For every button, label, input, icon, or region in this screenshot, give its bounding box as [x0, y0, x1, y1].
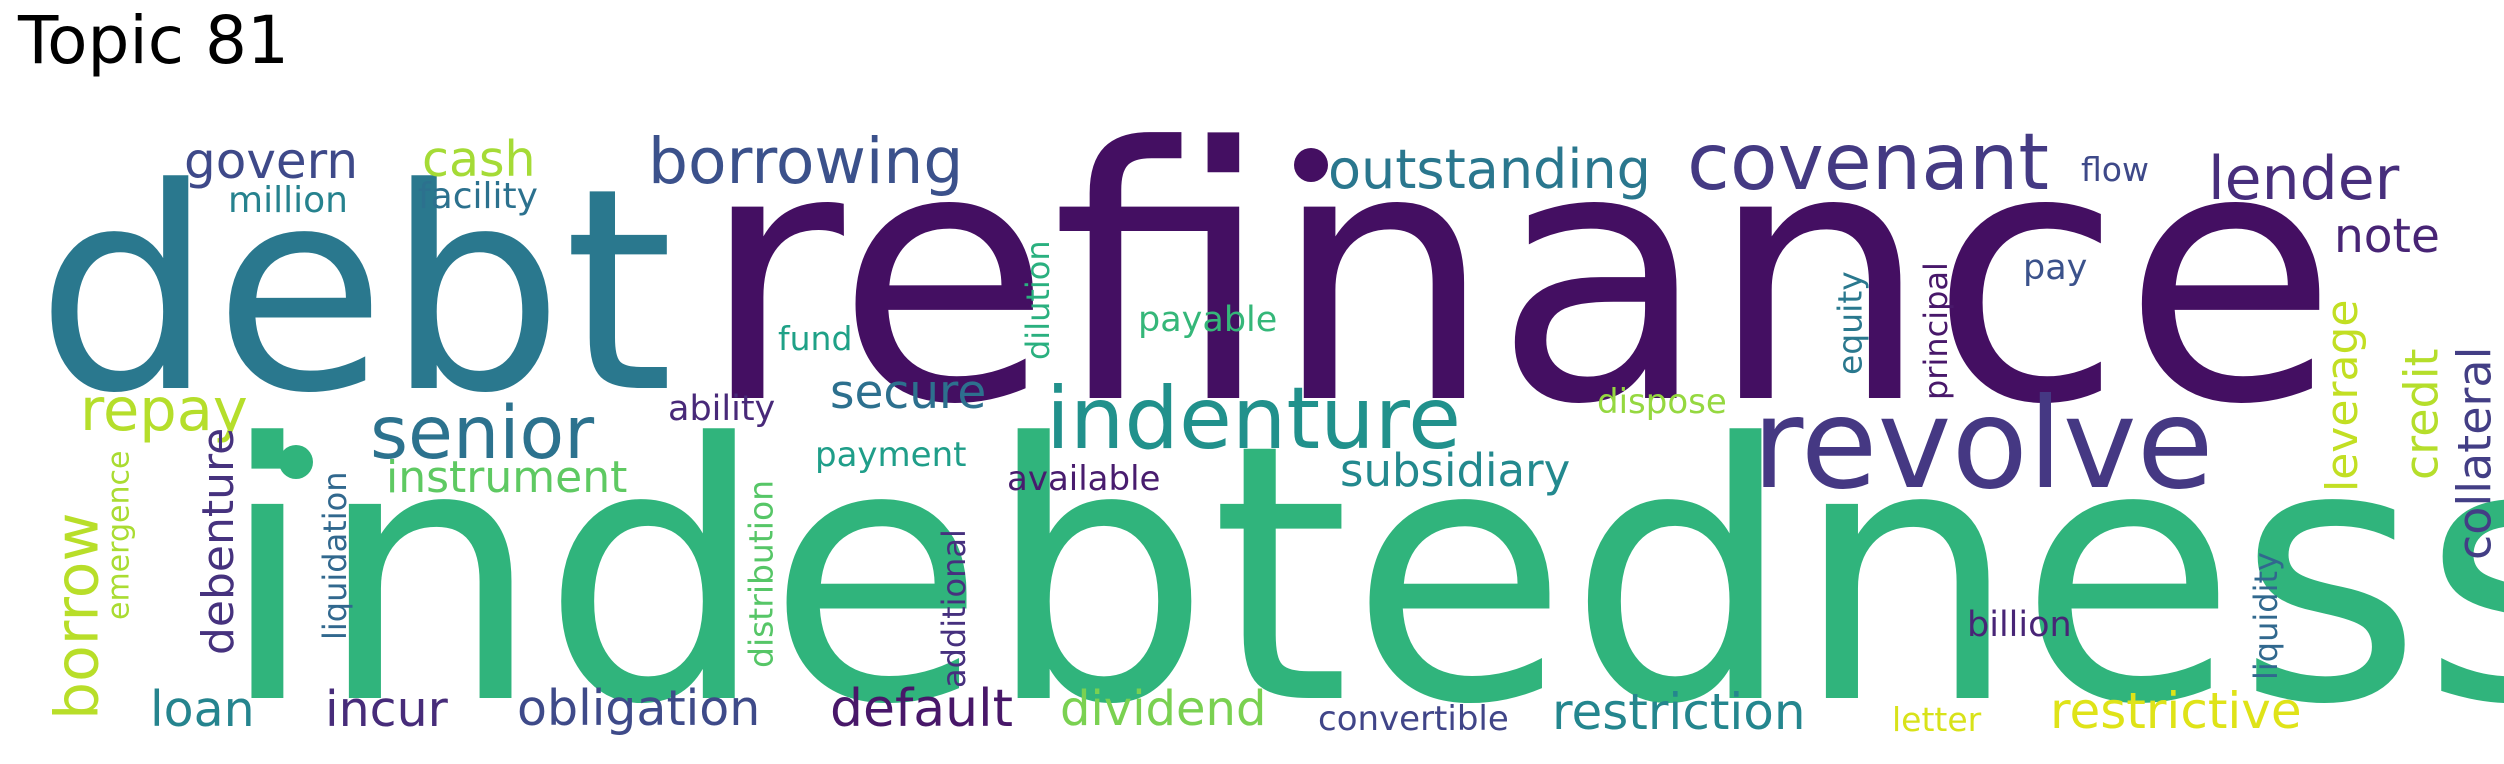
word-payment: payment — [815, 435, 966, 475]
word-dispose: dispose — [1597, 382, 1727, 422]
word-outstanding: outstanding — [1328, 138, 1651, 201]
word-govern: govern — [184, 132, 358, 190]
word-billion: billion — [1967, 605, 2072, 645]
word-senior: senior — [370, 391, 595, 476]
word-debt: debt — [36, 129, 674, 455]
word-principal: principal — [1917, 262, 1955, 400]
word-refinance: refinance — [700, 73, 2338, 481]
word-secure: secure — [830, 365, 986, 420]
word-collateral: collateral — [2448, 347, 2502, 560]
word-indebtedness: indebtedness — [218, 368, 2504, 764]
word-credit: credit — [2395, 348, 2449, 480]
word-obligation: obligation — [517, 680, 760, 737]
word-million: million — [228, 180, 348, 221]
word-payable: payable — [1138, 300, 1277, 340]
indebtedness-i-dot — [279, 445, 313, 479]
word-borrow: borrow — [43, 512, 113, 720]
word-note: note — [2334, 209, 2440, 264]
word-pay: pay — [2023, 248, 2087, 288]
word-facility: facility — [418, 176, 538, 217]
word-default: default — [830, 679, 1013, 739]
word-liquidity: liquidity — [2247, 552, 2285, 680]
word-ability: ability — [668, 389, 775, 429]
word-revolve: revolve — [1752, 372, 2214, 517]
word-restriction: restriction — [1552, 683, 1806, 741]
word-dilution: dilution — [1019, 240, 1057, 360]
word-convertible: convertible — [1318, 699, 1509, 739]
word-emergence: emergence — [102, 451, 137, 620]
word-lender: lender — [2208, 144, 2400, 214]
word-covenant: covenant — [1687, 118, 2049, 208]
word-available: available — [1007, 459, 1160, 499]
word-instrument: instrument — [386, 452, 627, 503]
refinance-i-dot — [1294, 148, 1328, 182]
word-dividend: dividend — [1060, 681, 1266, 737]
word-incur: incur — [325, 681, 449, 738]
word-letter: letter — [1892, 700, 1982, 739]
word-repay: repay — [80, 375, 248, 444]
word-restrictive: restrictive — [2050, 682, 2302, 740]
word-liquidation: liquidation — [316, 472, 354, 640]
word-flow: flow — [2081, 150, 2149, 189]
word-borrowing: borrowing — [648, 125, 963, 198]
word-debenture: debenture — [193, 428, 244, 655]
word-fund: fund — [778, 319, 852, 358]
word-indenture: indenture — [1046, 369, 1461, 469]
dot-marks — [279, 148, 1328, 479]
word-cash: cash — [422, 131, 536, 188]
chart-title: Topic 81 — [18, 2, 289, 79]
word-subsidiary: subsidiary — [1340, 444, 1570, 497]
word-loan: loan — [150, 681, 255, 738]
word-leverage: leverage — [2317, 300, 2368, 492]
word-equity: equity — [1831, 271, 1870, 375]
word-additional: additional — [935, 529, 973, 688]
word-distribution: distribution — [742, 480, 781, 668]
